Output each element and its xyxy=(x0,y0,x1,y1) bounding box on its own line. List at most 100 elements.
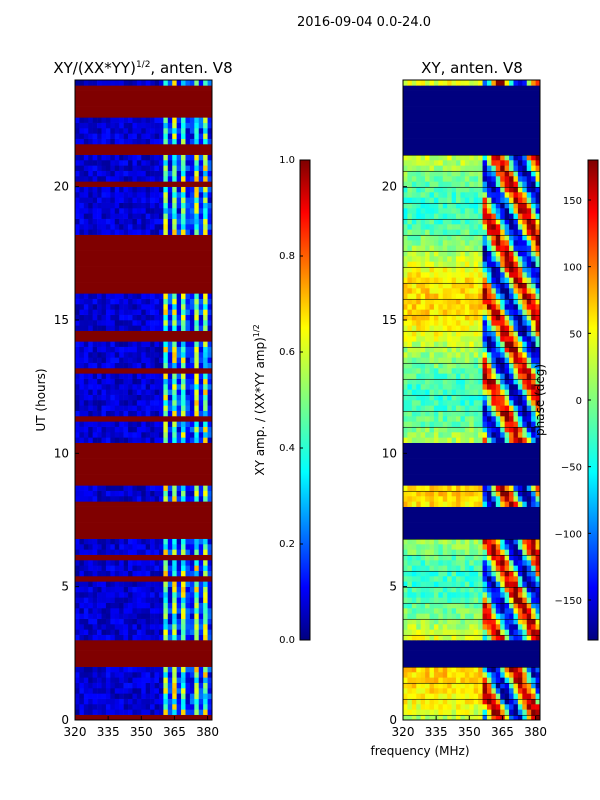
phase-cell xyxy=(495,389,501,395)
phase-cell xyxy=(429,197,435,203)
phase-cell xyxy=(469,224,475,230)
amp-cell xyxy=(158,682,164,689)
amp-cell xyxy=(203,634,208,641)
amp-cell xyxy=(136,176,142,182)
amp-cell xyxy=(114,629,120,635)
amp-cell xyxy=(207,586,213,593)
amp-cell xyxy=(167,320,173,326)
amp-cell xyxy=(136,586,142,593)
phase-cell xyxy=(469,538,475,545)
phase-cell xyxy=(407,192,413,198)
phase-cell xyxy=(460,394,466,401)
phase-cell xyxy=(469,682,475,689)
amp-cell xyxy=(198,357,204,363)
phase-cell xyxy=(509,192,514,198)
phase-cell xyxy=(531,192,536,198)
amp-cell xyxy=(185,218,191,225)
phase-cell xyxy=(451,704,457,710)
phase-cell xyxy=(429,677,435,683)
amp-cell xyxy=(136,384,142,390)
amp-cell xyxy=(181,496,186,502)
phase-cell xyxy=(403,250,408,257)
phase-cell xyxy=(469,592,475,598)
amp-cell xyxy=(128,186,133,193)
amp-cell xyxy=(123,704,129,710)
amp-cell xyxy=(88,618,93,625)
amp-cell xyxy=(150,117,155,123)
amp-cell xyxy=(167,341,173,347)
phase-cell xyxy=(456,682,461,689)
amp-colorbar: 0.00.20.40.60.81.0 XY amp. / (XX*YY amp)… xyxy=(252,155,311,646)
phase-cell xyxy=(500,341,505,347)
amp-cell xyxy=(114,698,120,705)
amp-cell xyxy=(194,549,200,555)
amp-cell xyxy=(83,485,89,491)
phase-cell xyxy=(460,576,466,582)
phase-cell xyxy=(442,538,448,545)
phase-cell xyxy=(522,224,528,230)
phase-cell xyxy=(420,394,426,401)
y-tick-label: 20 xyxy=(54,180,69,194)
amp-cell xyxy=(83,304,89,310)
amp-cell xyxy=(92,672,98,678)
phase-cell xyxy=(451,234,457,241)
phase-cell xyxy=(522,352,528,358)
amp-cell xyxy=(194,421,200,427)
amp-cell xyxy=(181,400,186,406)
phase-cell xyxy=(478,218,483,225)
amp-cell xyxy=(172,634,177,641)
phase-cell xyxy=(509,410,514,417)
amp-cell xyxy=(167,170,173,177)
phase-cell xyxy=(495,266,501,273)
phase-cell xyxy=(442,213,448,219)
amp-cell xyxy=(158,320,164,326)
phase-cell xyxy=(407,565,413,571)
amp-cell xyxy=(79,570,85,577)
phase-cell xyxy=(407,261,413,267)
phase-cell xyxy=(425,192,430,198)
amp-cell xyxy=(79,549,85,555)
phase-cell xyxy=(509,490,514,497)
phase-cell xyxy=(433,250,439,257)
amp-cell xyxy=(136,309,142,315)
amp-cell xyxy=(203,160,208,166)
phase-cell-flagged xyxy=(403,506,540,513)
phase-cell xyxy=(442,362,448,369)
amp-cell xyxy=(172,496,177,502)
phase-cell xyxy=(509,240,514,246)
phase-cell xyxy=(403,176,408,182)
phase-cell xyxy=(460,677,466,683)
phase-cell xyxy=(526,400,532,406)
phase-cell xyxy=(504,485,510,491)
amp-cell xyxy=(114,352,120,358)
phase-cell xyxy=(416,485,421,491)
phase-cell xyxy=(420,250,426,257)
amp-cell xyxy=(136,426,142,433)
phase-cell xyxy=(407,688,413,694)
phase-cell xyxy=(464,666,470,673)
phase-cell xyxy=(425,245,430,251)
phase-cell xyxy=(442,234,448,241)
phase-cell xyxy=(469,368,475,374)
amp-cell xyxy=(88,629,93,635)
amp-cell xyxy=(163,608,169,614)
phase-cell-flagged xyxy=(403,533,540,539)
phase-cell xyxy=(403,400,408,406)
amp-cell xyxy=(119,341,124,347)
amp-cell xyxy=(163,400,169,406)
phase-cell xyxy=(495,181,501,187)
amp-cell xyxy=(105,128,111,134)
amp-cell xyxy=(203,485,208,491)
phase-cell xyxy=(433,538,439,545)
phase-cell xyxy=(478,624,483,630)
amp-cell xyxy=(158,346,164,353)
amp-cell xyxy=(163,560,169,566)
phase-cell xyxy=(522,576,528,582)
amp-cell xyxy=(110,677,116,683)
amp-cell xyxy=(181,298,186,305)
amp-cell xyxy=(141,128,147,134)
amp-cell xyxy=(132,309,138,315)
amp-cell xyxy=(167,325,173,331)
amp-cell xyxy=(207,218,213,225)
amp-cell xyxy=(194,373,200,379)
